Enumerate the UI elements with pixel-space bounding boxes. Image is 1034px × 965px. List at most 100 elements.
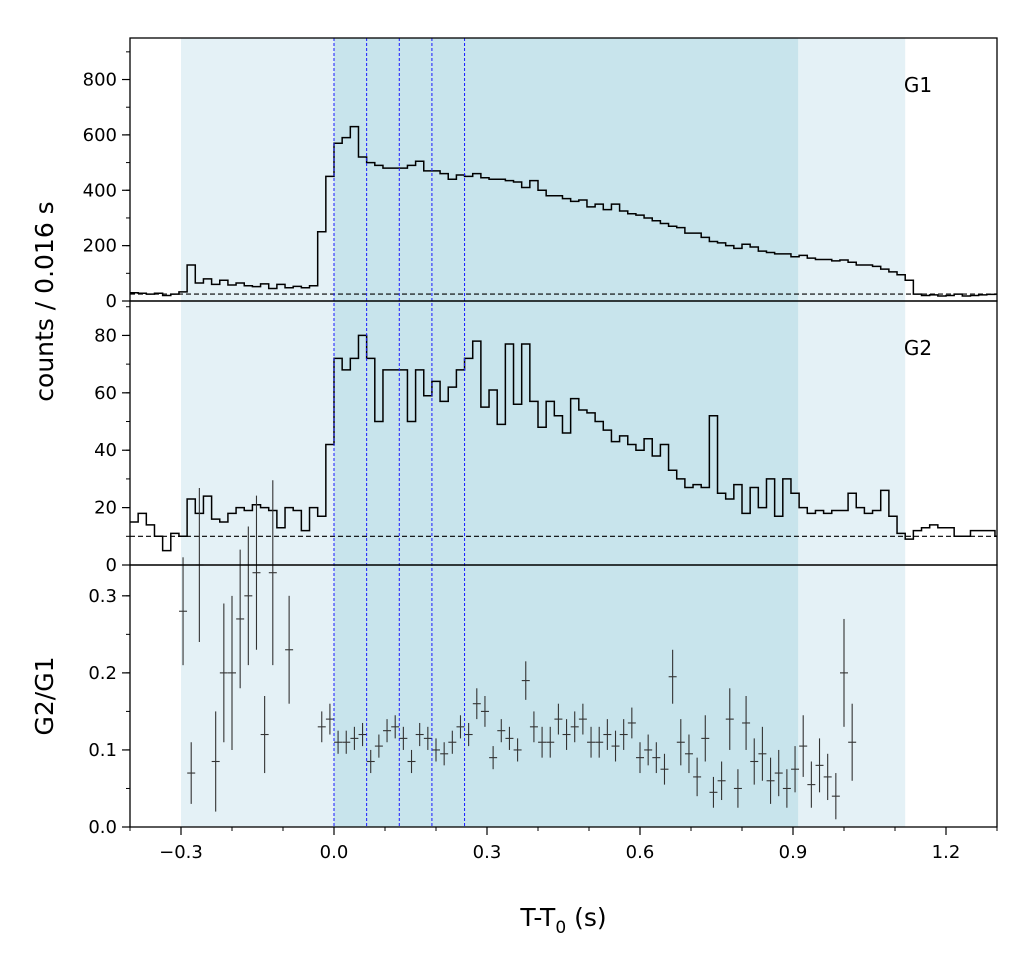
ratio-point (187, 742, 196, 804)
ratio-point (831, 773, 840, 820)
ratio-point (480, 696, 489, 727)
ratio-point (701, 715, 710, 762)
ratio-point (415, 722, 424, 747)
G1-label: G1 (904, 73, 932, 97)
y-tick-label: 80 (94, 325, 117, 346)
x-axis-label: T-T0 (s) (519, 903, 606, 938)
ratio-point (529, 711, 538, 743)
G1-lightcurve (130, 125, 997, 297)
y-tick-label: 20 (94, 498, 117, 519)
ratio-point (179, 557, 188, 666)
ratio-point (578, 703, 587, 735)
ratio-point (489, 746, 498, 770)
ratio-point (644, 734, 653, 766)
ratio-point (693, 757, 702, 797)
ratio-point (619, 719, 628, 750)
y-tick-label: 200 (83, 236, 117, 257)
ratio-point (807, 761, 816, 808)
ratio-point (570, 711, 579, 743)
panel-G2 (130, 334, 997, 552)
ratio-point (676, 719, 685, 766)
G2-lightcurve (130, 334, 997, 552)
ratio-point (554, 703, 563, 735)
ratio-point (325, 703, 334, 735)
ratio-point (538, 726, 547, 758)
ratio-point (432, 738, 440, 762)
ratio-point (791, 746, 800, 793)
ratio-point (782, 769, 791, 808)
panel-G1 (130, 125, 997, 297)
x-tick-label: 1.2 (932, 842, 961, 863)
ratio-point (440, 742, 449, 766)
ratio-point (725, 688, 734, 750)
ratio-point (717, 761, 726, 801)
ratio-point (391, 715, 400, 739)
ratio-point (423, 726, 432, 750)
ratio-point (733, 769, 742, 808)
x-tick-label: 0.3 (473, 842, 502, 863)
y-tick-label: 0.1 (88, 740, 117, 761)
x-tick-label: 0.6 (626, 842, 655, 863)
ratio-point (260, 696, 269, 774)
y-tick-label: 40 (94, 440, 117, 461)
ratio-point (799, 715, 808, 777)
x-axis-label-main: T-T (519, 903, 556, 932)
ratio-point (358, 722, 367, 747)
ratio-point (513, 738, 522, 762)
y-tick-label: 0 (106, 555, 117, 576)
panel-ratio (179, 480, 857, 820)
ratio-point (562, 719, 571, 750)
ratio-point (766, 757, 775, 804)
ratio-point (228, 595, 236, 750)
ratio-point (774, 749, 783, 797)
x-axis-label-subscript: 0 (555, 918, 566, 938)
ratio-point (627, 707, 636, 739)
y-tick-label: 400 (83, 180, 117, 201)
ratio-point (374, 734, 383, 758)
y-axis-label-ratio: G2/G1 (30, 657, 59, 736)
ratio-point (244, 526, 253, 666)
y-tick-label: 60 (94, 383, 117, 404)
ratio-point (684, 734, 693, 774)
y-tick-label: 600 (83, 125, 117, 146)
ratio-point (758, 726, 767, 781)
ratio-point (456, 715, 465, 739)
x-tick-label: 0.9 (779, 842, 808, 863)
x-axis-label-unit: (s) (566, 903, 606, 932)
y-tick-label: 0.0 (88, 817, 117, 838)
ratio-point (603, 719, 612, 750)
ratio-point (407, 749, 416, 774)
ratio-point (268, 480, 277, 666)
ratio-point (848, 703, 857, 781)
y-axis-label-counts: counts / 0.016 s (30, 201, 59, 401)
x-tick-label: −0.3 (159, 842, 203, 863)
ratio-point (464, 722, 473, 747)
ratio-point (399, 726, 408, 750)
x-tick-label: 0.0 (320, 842, 349, 863)
ratio-point (505, 726, 514, 750)
ratio-point (636, 742, 644, 774)
ratio-point (252, 495, 261, 650)
ratio-point (668, 649, 677, 704)
ratio-point (587, 726, 596, 758)
y-tick-label: 0.2 (88, 663, 117, 684)
ratio-point (448, 730, 457, 754)
ratio-point (660, 753, 669, 785)
ratio-point (472, 688, 481, 720)
ratio-point (211, 711, 220, 812)
ratio-point (546, 726, 555, 758)
ratio-point (383, 719, 392, 743)
ratio-point (750, 738, 759, 785)
G2-label: G2 (904, 336, 932, 360)
ratio-point (366, 749, 375, 774)
ratio-point (334, 730, 343, 754)
ratio-point (815, 738, 824, 793)
ratio-point (317, 711, 326, 743)
ratio-point (709, 776, 718, 808)
ratio-point (521, 661, 530, 700)
ratio-point (840, 618, 848, 727)
ratio-point (219, 603, 228, 743)
ratio-point (497, 719, 506, 743)
ratio-point (236, 549, 245, 689)
